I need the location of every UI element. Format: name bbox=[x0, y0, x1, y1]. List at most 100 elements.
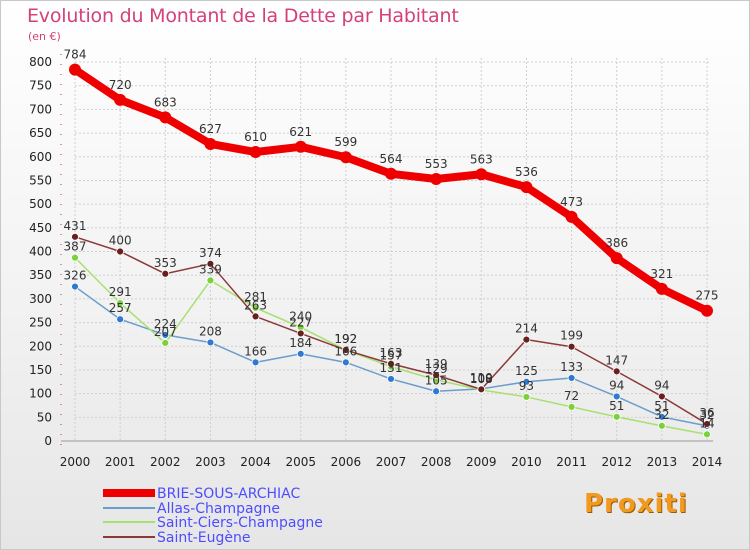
data-label: 166 bbox=[334, 344, 357, 358]
x-tick-label: 2002 bbox=[150, 455, 181, 469]
x-tick-label: 2011 bbox=[556, 455, 587, 469]
data-label: 32 bbox=[654, 408, 669, 422]
data-label: 321 bbox=[650, 267, 673, 281]
y-tick-label: 500 bbox=[29, 197, 52, 211]
data-point bbox=[296, 329, 305, 338]
data-point bbox=[432, 387, 441, 396]
data-label: 627 bbox=[199, 122, 222, 136]
data-point bbox=[294, 140, 307, 153]
data-point bbox=[249, 146, 262, 159]
data-point bbox=[69, 63, 81, 76]
data-label: 166 bbox=[244, 344, 267, 358]
y-tick-label: 200 bbox=[29, 339, 52, 353]
data-label: 109 bbox=[470, 371, 493, 385]
data-point bbox=[339, 151, 352, 164]
data-label: 214 bbox=[515, 322, 538, 336]
data-point bbox=[341, 346, 350, 354]
x-tick-label: 2001 bbox=[105, 455, 136, 469]
data-point bbox=[655, 282, 668, 295]
x-tick-label: 2006 bbox=[331, 455, 362, 469]
data-point bbox=[116, 247, 125, 256]
data-label: 326 bbox=[64, 269, 87, 283]
data-point bbox=[520, 181, 533, 194]
data-label: 621 bbox=[289, 125, 312, 139]
data-label: 72 bbox=[564, 389, 579, 403]
data-point bbox=[567, 342, 576, 351]
y-tick-label: 650 bbox=[29, 126, 52, 140]
data-label: 108 bbox=[470, 372, 493, 386]
data-point bbox=[116, 299, 125, 308]
data-point bbox=[296, 349, 305, 358]
legend: BRIE-SOUS-ARCHIACAllas-ChampagneSaint-Ci… bbox=[103, 486, 323, 546]
data-point bbox=[114, 93, 127, 106]
y-tick-label: 300 bbox=[29, 292, 52, 306]
data-point bbox=[71, 232, 79, 241]
data-point bbox=[206, 338, 215, 347]
data-label: 599 bbox=[334, 135, 357, 149]
x-tick-label: 2005 bbox=[285, 455, 316, 469]
data-label: 110 bbox=[470, 371, 493, 385]
y-tick-label: 50 bbox=[37, 410, 52, 424]
x-tick-label: 2012 bbox=[601, 455, 632, 469]
x-tick-label: 2010 bbox=[511, 455, 542, 469]
data-point bbox=[522, 377, 531, 386]
y-tick-label: 400 bbox=[29, 245, 52, 259]
data-point bbox=[159, 111, 172, 124]
data-label: 125 bbox=[515, 364, 538, 378]
data-label: 227 bbox=[289, 315, 312, 329]
data-point bbox=[161, 269, 170, 278]
data-label: 94 bbox=[654, 378, 669, 392]
data-label: 353 bbox=[154, 256, 177, 270]
data-point bbox=[385, 167, 397, 180]
data-label: 208 bbox=[199, 324, 222, 338]
data-label: 257 bbox=[109, 301, 132, 315]
data-label: 131 bbox=[380, 361, 403, 375]
legend-label: Allas-Champagne bbox=[157, 501, 280, 517]
data-label: 32 bbox=[699, 408, 714, 422]
y-tick-label: 150 bbox=[29, 363, 52, 377]
data-label: 263 bbox=[244, 298, 267, 312]
data-point bbox=[251, 358, 260, 367]
data-label: 133 bbox=[560, 360, 583, 374]
data-label: 105 bbox=[425, 373, 448, 387]
data-label: 563 bbox=[470, 152, 493, 166]
x-tick-label: 2007 bbox=[376, 455, 407, 469]
data-point bbox=[206, 259, 215, 268]
y-tick-label: 450 bbox=[29, 221, 52, 235]
x-tick-label: 2014 bbox=[692, 455, 723, 469]
data-label: 610 bbox=[244, 130, 267, 144]
data-label: 93 bbox=[519, 379, 534, 393]
data-label: 163 bbox=[380, 346, 403, 360]
data-label: 139 bbox=[425, 357, 448, 371]
data-point bbox=[116, 315, 125, 324]
x-tick-label: 2008 bbox=[421, 455, 452, 469]
data-point bbox=[701, 304, 713, 317]
x-tick-label: 2013 bbox=[647, 455, 678, 469]
data-point bbox=[477, 385, 486, 394]
data-label: 400 bbox=[109, 234, 132, 248]
data-label: 386 bbox=[605, 236, 628, 250]
data-point bbox=[567, 374, 576, 382]
legend-label: Saint-Ciers-Champagne bbox=[157, 515, 323, 531]
data-point bbox=[161, 339, 170, 347]
data-label: 36 bbox=[699, 406, 714, 420]
y-tick-label: 750 bbox=[29, 79, 52, 93]
data-point bbox=[657, 421, 666, 430]
data-point bbox=[610, 252, 623, 265]
data-label: 536 bbox=[515, 165, 538, 179]
data-point bbox=[71, 253, 79, 262]
data-point bbox=[204, 137, 217, 150]
data-point bbox=[657, 392, 666, 401]
data-label: 720 bbox=[109, 78, 132, 92]
data-label: 224 bbox=[154, 317, 177, 331]
data-label: 683 bbox=[154, 95, 177, 109]
data-label: 784 bbox=[64, 48, 87, 62]
y-tick-label: 350 bbox=[29, 268, 52, 282]
series-layer bbox=[69, 63, 713, 439]
data-label: 387 bbox=[64, 240, 87, 254]
y-tick-label: 100 bbox=[29, 387, 52, 401]
data-point bbox=[341, 358, 350, 367]
grid-lines bbox=[74, 58, 711, 442]
data-point bbox=[522, 335, 531, 344]
